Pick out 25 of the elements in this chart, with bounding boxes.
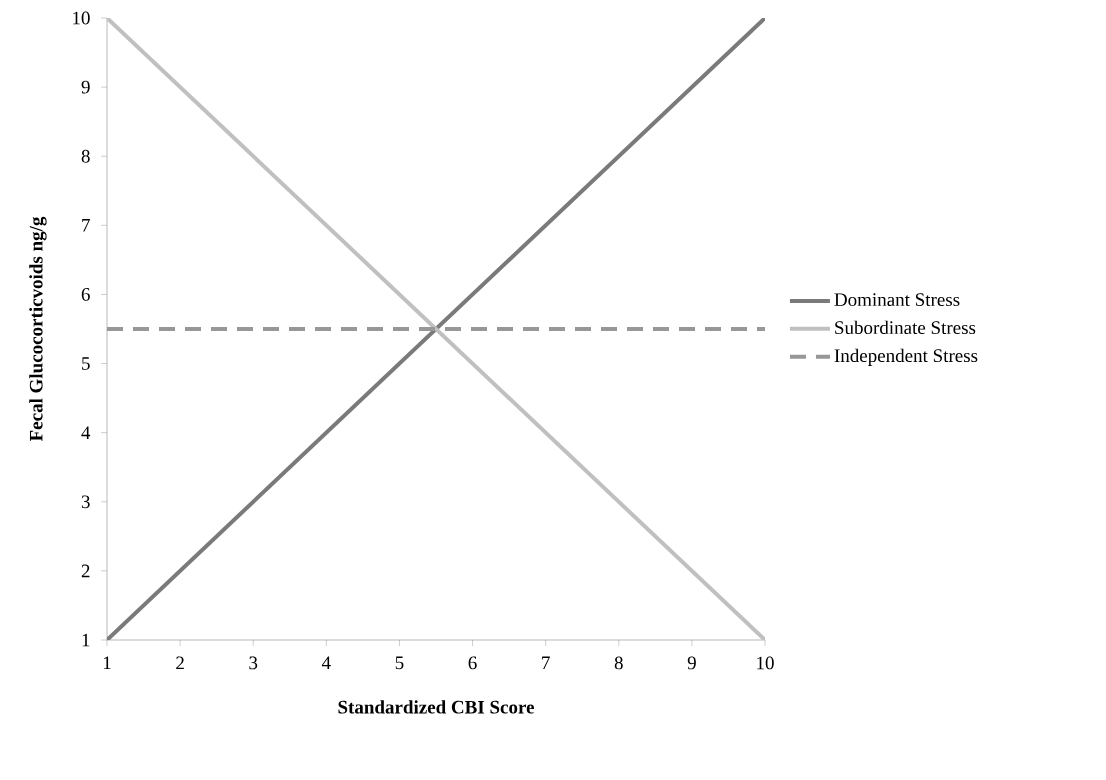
- x-axis-title: Standardized CBI Score: [338, 700, 535, 714]
- x-tick-label: 5: [395, 656, 404, 670]
- y-tick-label: 3: [81, 495, 90, 509]
- y-tick-label: 10: [73, 11, 90, 25]
- y-tick-label: 8: [81, 149, 90, 163]
- y-tick-label: 6: [81, 288, 90, 301]
- legend-label: Dominant Stress: [834, 293, 960, 307]
- x-tick-label: 6: [468, 656, 477, 670]
- y-tick-label: 4: [81, 426, 91, 439]
- x-tick-label: 2: [176, 656, 184, 670]
- y-axis-title: Fecal Glucocorticvoids ng/g: [29, 216, 47, 442]
- y-tick-label: 5: [82, 357, 90, 370]
- y-tick-label: 7: [82, 219, 90, 232]
- x-tick-label: 4: [321, 656, 331, 670]
- x-tick-label: 10: [757, 656, 774, 670]
- x-tick-label: 1: [103, 656, 111, 670]
- x-tick-label: 3: [249, 656, 258, 670]
- x-tick-label: 9: [687, 656, 696, 670]
- y-tick-label: 1: [82, 633, 90, 647]
- x-tick-label: 8: [614, 656, 623, 670]
- legend-label: Subordinate Stress: [835, 320, 976, 335]
- legend-label: Independent Stress: [834, 348, 978, 366]
- y-tick-label: 9: [81, 80, 90, 94]
- x-tick-label: 7: [542, 656, 550, 669]
- y-tick-label: 2: [81, 564, 90, 578]
